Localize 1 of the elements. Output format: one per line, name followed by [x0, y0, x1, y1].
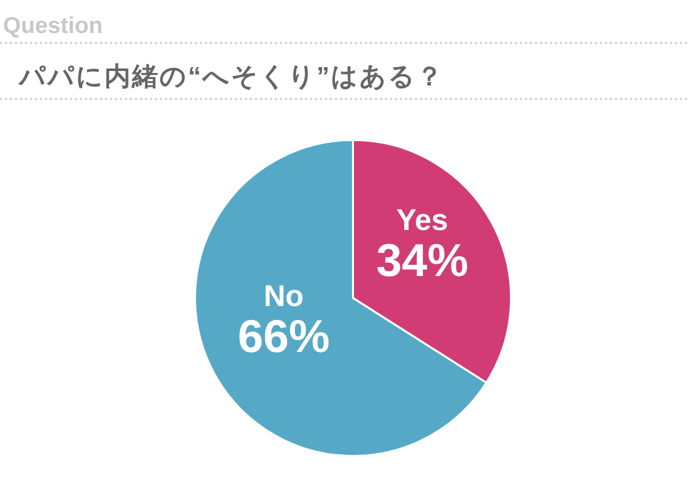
subtitle: パパに内緒の“へそくり”はある？: [19, 61, 444, 91]
